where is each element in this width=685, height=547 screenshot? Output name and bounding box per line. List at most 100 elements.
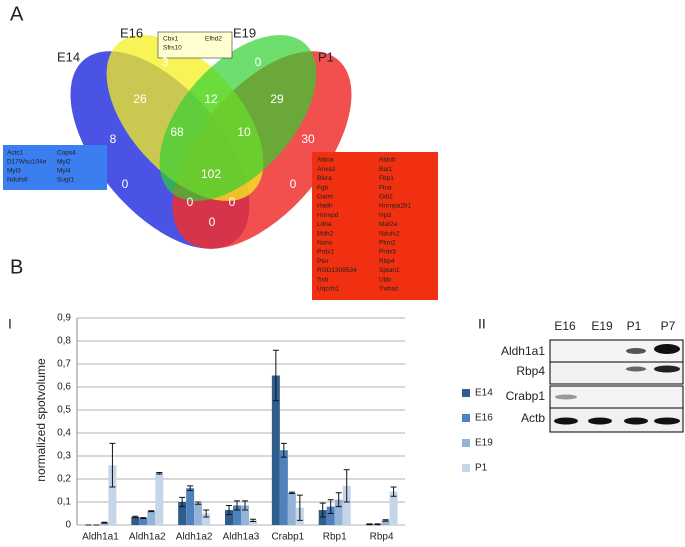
gene-name: Ubb: [379, 276, 391, 283]
gene-name: Prdx5: [379, 249, 396, 256]
error-bar: [101, 521, 108, 524]
band: [554, 417, 578, 425]
y-tick-label: 0,7: [57, 359, 71, 370]
set-label: E19: [233, 25, 256, 40]
bar: [194, 503, 203, 525]
error-bar: [195, 501, 202, 505]
gene-name: Ldha: [317, 221, 332, 228]
gene-name: Hpd: [379, 212, 391, 219]
error-bar: [226, 504, 232, 516]
lane-label: P1: [627, 319, 642, 333]
gene-name: Aldoa: [317, 157, 334, 164]
bar: [287, 492, 296, 525]
bar: [225, 510, 233, 525]
error-bar: [272, 349, 279, 402]
y-tick-label: 0,2: [57, 474, 71, 485]
gene-name: Nono: [317, 240, 333, 247]
error-bar: [140, 517, 147, 520]
y-tick-label: 0,5: [57, 405, 71, 416]
gene-name: Anxa2: [317, 166, 336, 173]
y-tick-label: 0,3: [57, 451, 71, 462]
bar: [139, 518, 148, 525]
bar: [342, 485, 351, 525]
gene-name: Mat2a: [379, 221, 397, 228]
gene-name: Pkm2: [379, 240, 396, 247]
region-count: 8: [110, 132, 117, 146]
row-label: Rbp4: [516, 364, 545, 378]
bar: [155, 473, 164, 525]
band: [654, 417, 680, 425]
set-ellipse: [159, 35, 317, 201]
gene-name: Gdi2: [379, 194, 393, 201]
bar: [241, 505, 249, 525]
bar: [389, 491, 398, 525]
x-tick-label: Rbp1: [323, 532, 347, 543]
bar: [334, 499, 343, 525]
gene-name: Rbp4: [379, 258, 395, 265]
region-count: 12: [204, 92, 218, 106]
bar: [202, 513, 211, 525]
gene-name: Hnrnpd: [317, 212, 339, 219]
y-tick-label: 0: [65, 520, 71, 531]
band: [624, 417, 648, 425]
bar: [381, 520, 390, 525]
panel-label: II: [478, 316, 486, 332]
gene-name: Myl2: [57, 159, 71, 166]
bar: [147, 511, 156, 525]
region-count: 0: [187, 195, 194, 209]
region-count: 0: [290, 177, 297, 191]
legend-swatch: [462, 389, 470, 397]
band: [626, 348, 646, 354]
blot-frame: [549, 361, 684, 385]
bar: [249, 520, 257, 525]
error-bar: [109, 442, 116, 488]
gene-name: Ndufs8: [7, 177, 28, 184]
region-count: 10: [237, 125, 251, 139]
gene-name: Cops4: [57, 150, 76, 157]
band: [588, 417, 612, 425]
error-bar: [187, 485, 194, 491]
y-tick-label: 0,6: [57, 382, 71, 393]
gene-name: Fgb: [317, 184, 329, 191]
error-bar: [343, 469, 350, 503]
gene-name: RGD1309534: [317, 267, 357, 274]
error-bar: [132, 515, 139, 519]
row-label: Crabp1: [506, 389, 546, 403]
band: [654, 365, 680, 373]
lane-label: E16: [554, 319, 576, 333]
gene-name: Sfrs10: [163, 45, 182, 52]
gene-name: Hnrnpa2b1: [379, 203, 412, 210]
gene-name: Cbx1: [163, 36, 179, 43]
x-tick-label: Rbp4: [370, 532, 394, 543]
region-count: 3: [162, 55, 169, 69]
set-label: P1: [318, 49, 334, 64]
row-label: Actb: [521, 411, 545, 425]
gene-name: Efhd2: [205, 36, 222, 43]
gene-name: Ywhaz: [379, 286, 399, 293]
x-tick-label: Crabp1: [271, 532, 304, 543]
region-count: 0: [229, 195, 236, 209]
error-bar: [179, 496, 186, 508]
legend-swatch: [462, 414, 470, 422]
gene-name: Prdx1: [317, 249, 334, 256]
legend-label: E16: [475, 413, 493, 424]
legend-label: E14: [475, 388, 493, 399]
gene-name: Bat1: [379, 166, 393, 173]
error-bar: [335, 492, 342, 508]
western-blot: [549, 339, 684, 433]
gene-name: Hadh: [317, 203, 333, 210]
error-bar: [288, 491, 295, 494]
gene-box: [312, 152, 438, 300]
band: [626, 366, 646, 372]
legend-swatch: [462, 439, 470, 447]
region-count: 0: [209, 215, 216, 229]
gene-name: Actc1: [7, 150, 24, 157]
panel-label: I: [8, 316, 12, 332]
gene-name: Mdh2: [317, 230, 334, 237]
error-bar: [390, 486, 397, 497]
gene-name: Sptan1: [379, 267, 400, 274]
bar: [186, 488, 195, 525]
set-label: E16: [120, 25, 143, 40]
bar: [233, 505, 241, 525]
